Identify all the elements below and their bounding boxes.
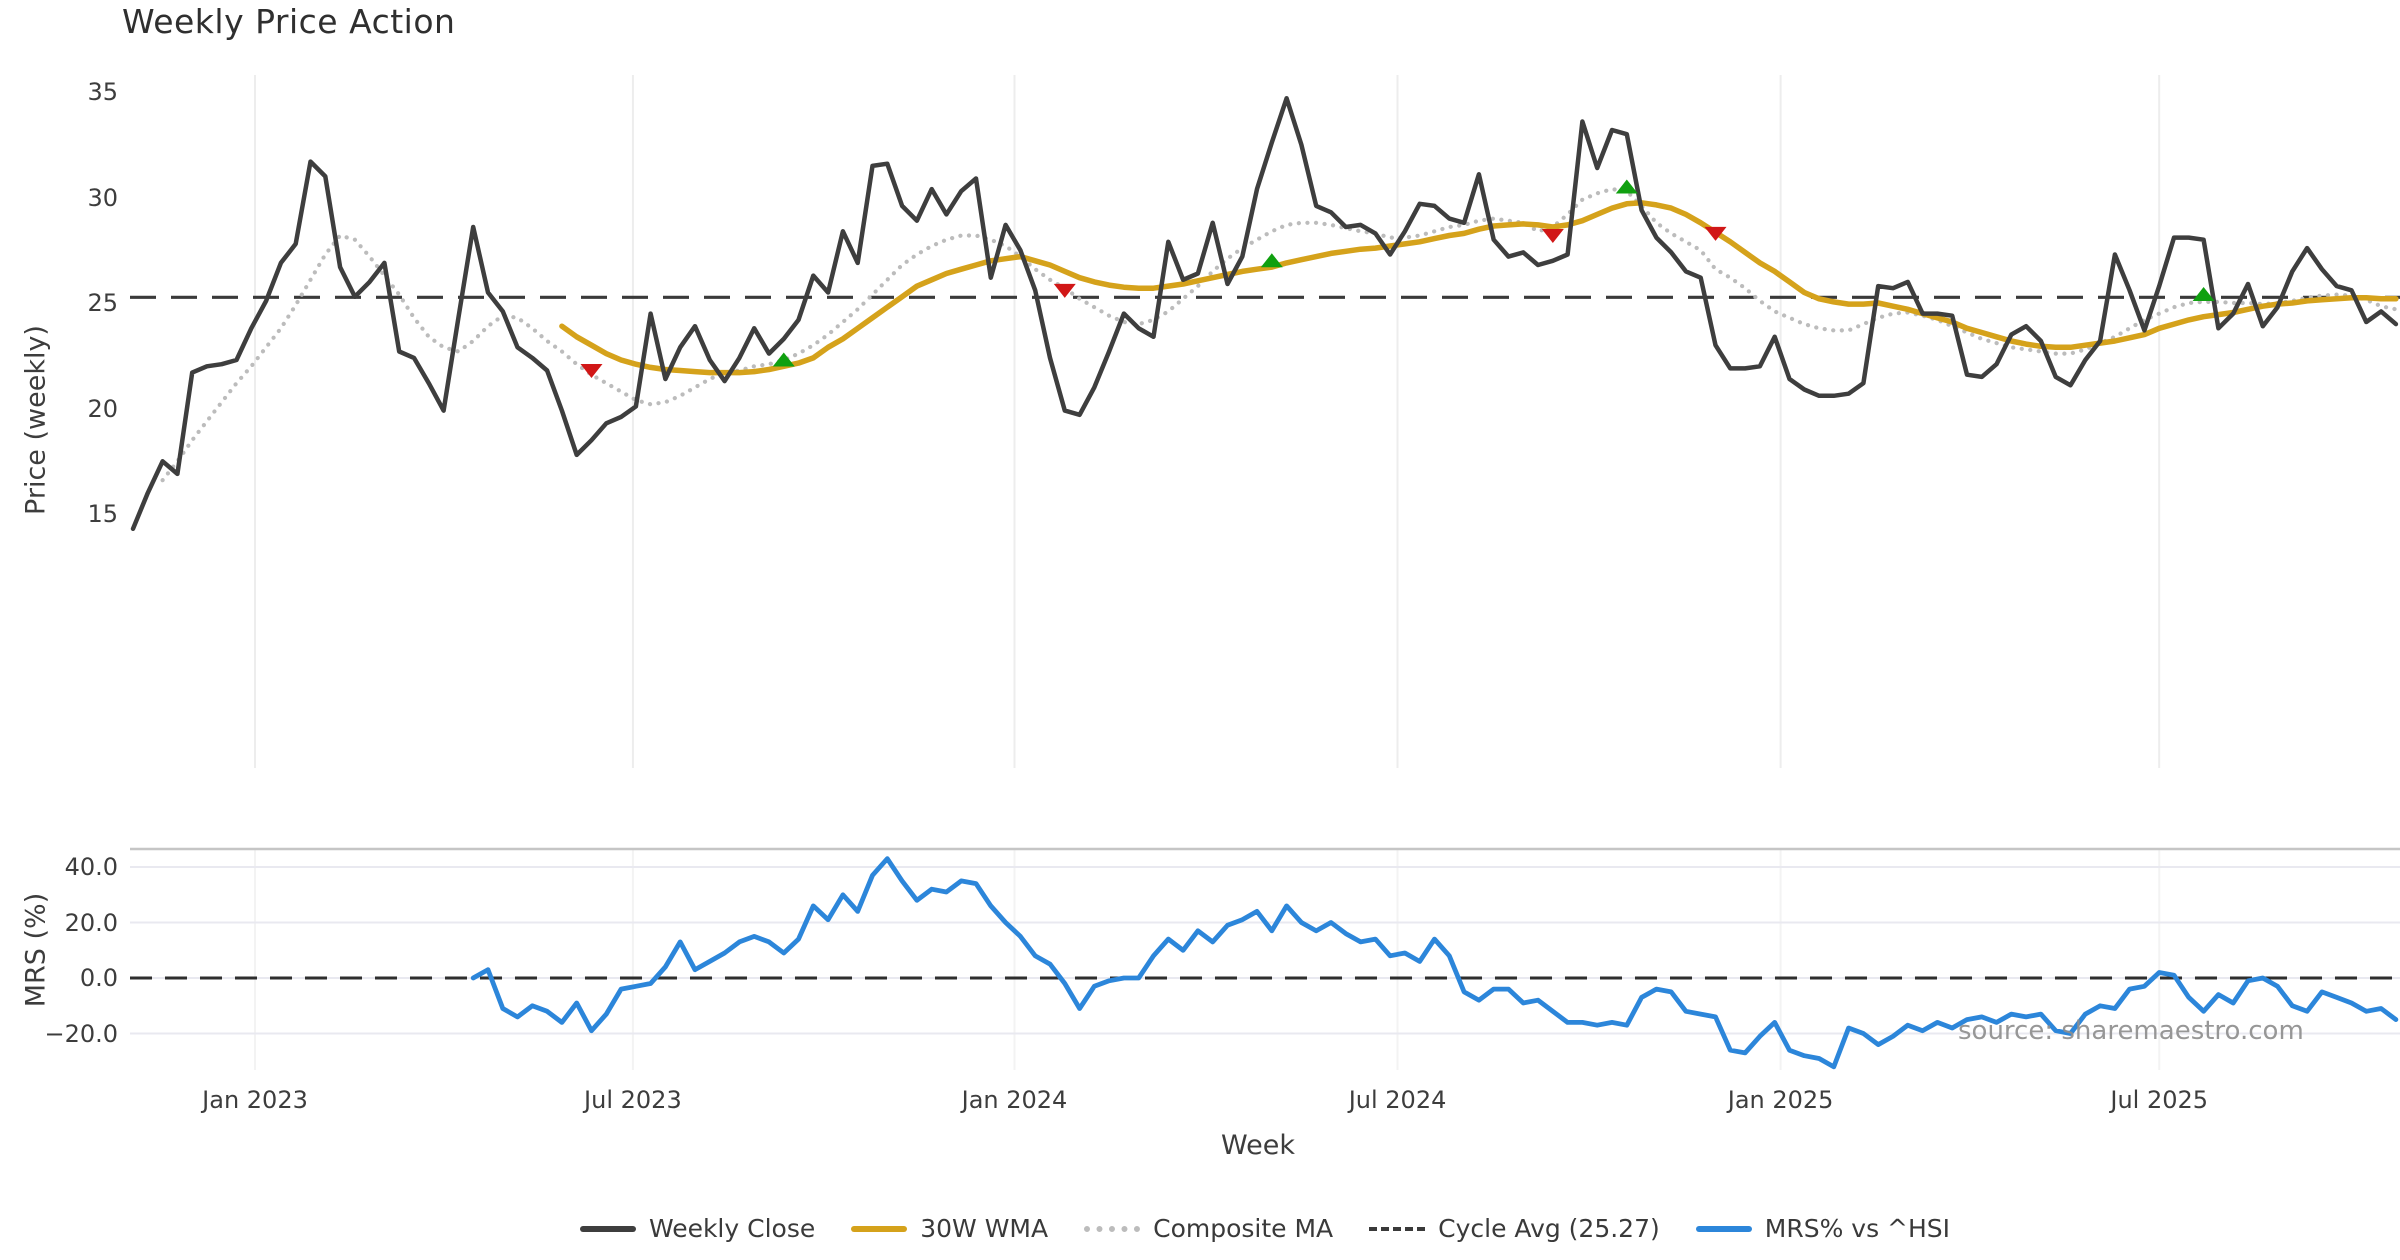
sell-marker — [1541, 228, 1564, 243]
x-tick-label: Jul 2024 — [1348, 1086, 1447, 1114]
composite-ma-line — [160, 187, 2398, 483]
x-tick-label: Jan 2024 — [961, 1086, 1068, 1114]
mrs-line — [470, 856, 2399, 1070]
legend: Weekly Close 30W WMA Composite MA Cycle Avg… — [130, 1214, 2400, 1243]
price-ytick-label: 20 — [87, 394, 118, 423]
legend-swatch-cycle-avg-25-27- — [1369, 1226, 1426, 1231]
sell-marker — [580, 364, 603, 379]
mrs-ytick-label: 20.0 — [64, 908, 118, 937]
x-tick-label: Jul 2025 — [2110, 1086, 2209, 1114]
legend-item: MRS% vs ^HSI — [1695, 1214, 1951, 1243]
buy-marker — [1615, 179, 1638, 194]
legend-swatch-30w-wma — [851, 1225, 908, 1232]
legend-item: Composite MA — [1084, 1214, 1333, 1243]
price-ytick-label: 15 — [87, 500, 118, 528]
wma-30w-line — [559, 200, 2399, 376]
price-ytick-label: 30 — [87, 183, 118, 212]
legend-item: Cycle Avg (25.27) — [1369, 1214, 1660, 1243]
mrs-ytick-label: 40.0 — [64, 853, 118, 881]
mrs-axis-label: MRS (%) — [20, 892, 52, 1008]
x-tick-label: Jul 2023 — [584, 1086, 682, 1114]
x-tick-label: Jan 2023 — [202, 1086, 308, 1114]
buy-marker — [2192, 287, 2215, 302]
mrs-ytick-label: −20.0 — [44, 1019, 118, 1048]
legend-label: MRS% vs ^HSI — [1764, 1214, 1951, 1243]
legend-swatch-composite-ma — [1084, 1225, 1141, 1232]
chart-title: Weekly Price Action — [122, 2, 456, 41]
legend-label: Composite MA — [1153, 1214, 1334, 1243]
legend-swatch-mrs-vs-hsi — [1695, 1225, 1752, 1232]
price-ytick-label: 35 — [87, 78, 118, 106]
x-axis-label: Week — [1221, 1130, 1295, 1161]
watermark: source: sharemaestro.com — [1958, 1016, 2304, 1046]
buy-marker — [772, 352, 795, 367]
legend-swatch-weekly-close — [579, 1225, 636, 1232]
mrs-ytick-label: 0.0 — [79, 964, 118, 992]
price-ytick-label: 25 — [87, 289, 118, 317]
legend-label: Weekly Close — [648, 1214, 816, 1243]
price-axis-label: Price (weekly) — [20, 325, 52, 515]
legend-label: 30W WMA — [920, 1214, 1049, 1243]
sell-marker — [1053, 283, 1076, 298]
buy-marker — [1260, 253, 1283, 268]
weekly-close-line — [130, 96, 2399, 532]
x-tick-label: Jan 2025 — [1727, 1086, 1834, 1114]
legend-item: 30W WMA — [851, 1214, 1048, 1243]
legend-label: Cycle Avg (25.27) — [1438, 1214, 1660, 1243]
sell-marker — [1704, 226, 1727, 241]
legend-item: Weekly Close — [579, 1214, 816, 1243]
